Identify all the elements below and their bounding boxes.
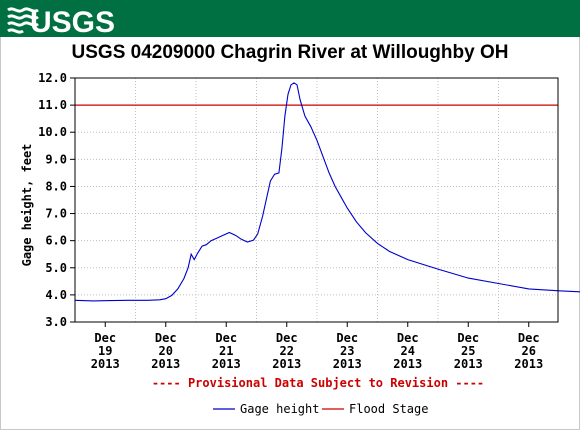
x-tick-label: 2013 — [151, 357, 180, 371]
y-tick-label: 3.0 — [45, 315, 67, 329]
y-tick-label: 12.0 — [38, 71, 67, 85]
x-tick-label: 2013 — [91, 357, 120, 371]
y-tick-label: 5.0 — [45, 261, 67, 275]
x-tick-label: Dec — [215, 331, 237, 345]
y-tick-label: 10.0 — [38, 125, 67, 139]
gage-height-line — [74, 82, 580, 302]
x-tick-label: 2013 — [212, 357, 241, 371]
legend: Gage height Flood Stage — [213, 402, 428, 416]
x-tick-label: Dec — [518, 331, 540, 345]
x-tick-label: Dec — [397, 331, 419, 345]
usgs-logo-text: USGS — [30, 6, 115, 39]
x-tick-label: 23 — [340, 344, 354, 358]
x-tick-label: 21 — [219, 344, 233, 358]
x-tick-label: 22 — [280, 344, 294, 358]
chart-title: USGS 04209000 Chagrin River at Willoughb… — [72, 42, 509, 63]
x-tick-label: Dec — [457, 331, 479, 345]
x-tick-label: 2013 — [514, 357, 543, 371]
x-tick-label: 25 — [461, 344, 475, 358]
x-tick-label: Dec — [94, 331, 116, 345]
x-tick-label: 2013 — [393, 357, 422, 371]
plot-area — [75, 78, 558, 322]
x-axis-ticks: Dec192013Dec202013Dec212013Dec222013Dec2… — [91, 322, 543, 371]
legend-label-flood-stage: Flood Stage — [349, 402, 428, 416]
x-tick-label: Dec — [276, 331, 298, 345]
x-tick-label: 26 — [522, 344, 536, 358]
y-tick-label: 9.0 — [45, 152, 67, 166]
x-tick-label: Dec — [336, 331, 358, 345]
y-axis-ticks: 3.0 4.0 5.0 6.0 7.0 8.0 9.0 10.0 11.0 12.0 — [38, 71, 75, 329]
y-axis-label: Gage height, feet — [20, 144, 34, 267]
plot-border — [74, 77, 559, 323]
y-tick-label: 11.0 — [38, 98, 67, 112]
x-tick-label: 19 — [98, 344, 112, 358]
x-tick-label: 2013 — [333, 357, 362, 371]
x-tick-label: 20 — [159, 344, 173, 358]
y-tick-label: 7.0 — [45, 207, 67, 221]
usgs-logo: USGS — [7, 6, 115, 39]
x-tick-label: 2013 — [454, 357, 483, 371]
y-tick-label: 4.0 — [45, 288, 67, 302]
x-tick-label: 2013 — [272, 357, 301, 371]
series-layer — [74, 82, 580, 302]
usgs-logo-wave-icon — [7, 7, 39, 34]
y-tick-label: 8.0 — [45, 179, 67, 193]
x-tick-label: 24 — [401, 344, 415, 358]
provisional-note: ---- Provisional Data Subject to Revisio… — [152, 376, 484, 390]
legend-label-gage-height: Gage height — [240, 402, 319, 416]
y-tick-label: 6.0 — [45, 234, 67, 248]
header-banner — [0, 0, 580, 37]
x-tick-label: Dec — [155, 331, 177, 345]
